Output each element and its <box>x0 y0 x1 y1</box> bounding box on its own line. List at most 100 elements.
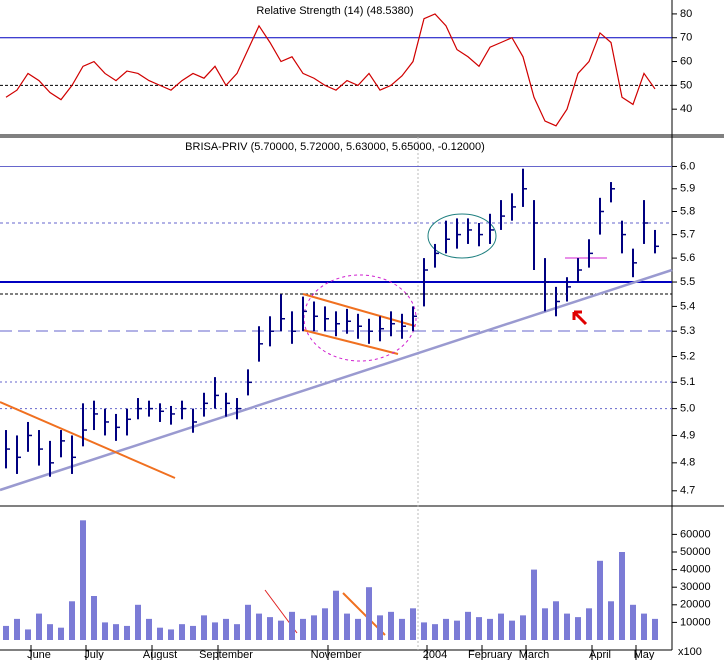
arrow <box>572 310 588 326</box>
y-tick-label: 70 <box>680 32 692 44</box>
chart-title: BRISA-PRIV (5.70000, 5.72000, 5.63000, 5… <box>185 141 485 153</box>
volume-bar <box>223 618 229 640</box>
y-tick-label: 5.2 <box>680 350 695 362</box>
volume-bar <box>146 618 152 640</box>
x-tick-label: August <box>143 649 177 660</box>
y-tick-label: 5.1 <box>680 376 695 388</box>
x-tick-label: March <box>519 649 550 660</box>
x-tick-label: September <box>199 649 253 660</box>
volume-bar <box>157 627 163 640</box>
volume-bar <box>597 560 603 640</box>
volume-bar <box>509 620 515 640</box>
y-tick-label: 4.9 <box>680 429 695 441</box>
highlight-ellipse <box>303 274 417 362</box>
x-tick-label: June <box>27 649 51 660</box>
y-tick-label: 5.5 <box>680 276 695 288</box>
volume-bar <box>531 569 537 640</box>
volume-bar <box>564 613 570 640</box>
y-tick-label: 40000 <box>680 564 711 576</box>
volume-bar <box>179 624 185 640</box>
volume-bar <box>69 601 75 640</box>
volume-bar <box>619 552 625 640</box>
volume-bar <box>289 611 295 640</box>
volume-bar <box>641 613 647 640</box>
volume-bar <box>168 629 174 640</box>
volume-bar <box>399 618 405 640</box>
channel-line <box>302 329 399 355</box>
x-tick-label: February <box>468 649 513 660</box>
volume-bar <box>410 608 416 640</box>
y-tick-label: 5.4 <box>680 300 695 312</box>
volume-bar <box>465 611 471 640</box>
x-tick-label: May <box>634 649 655 660</box>
volume-bar <box>520 615 526 640</box>
volume-bar <box>58 627 64 640</box>
volume-bar <box>80 520 86 640</box>
y-tick-label: 5.6 <box>680 252 695 264</box>
volume-bar <box>542 608 548 640</box>
volume-bar <box>355 618 361 640</box>
y-tick-label: 50000 <box>680 546 711 558</box>
y-tick-label: 6.0 <box>680 160 695 172</box>
unit-label: x100 <box>678 646 702 658</box>
y-tick-label: 5.0 <box>680 403 695 415</box>
x-tick-label: 2004 <box>423 649 447 660</box>
y-tick-label: 60 <box>680 55 692 67</box>
volume-bar <box>388 611 394 640</box>
volume-bar <box>300 618 306 640</box>
volume-bar <box>487 618 493 640</box>
volume-bar <box>443 618 449 640</box>
rsi-line <box>5 13 656 127</box>
highlight-ellipse <box>427 213 497 259</box>
volume-bar <box>377 615 383 640</box>
volume-bar <box>14 618 20 640</box>
trend-line <box>0 401 176 479</box>
volume-bar <box>190 625 196 640</box>
y-tick-label: 5.8 <box>680 205 695 217</box>
y-tick-label: 4.8 <box>680 457 695 469</box>
trend-line <box>0 268 673 492</box>
volume-bar <box>476 617 482 640</box>
y-tick-label: 10000 <box>680 616 711 628</box>
volume-bar <box>366 587 372 640</box>
volume-bar <box>212 622 218 640</box>
y-tick-label: 5.3 <box>680 325 695 337</box>
x-tick-label: July <box>84 649 104 660</box>
volume-bar <box>553 601 559 640</box>
volume-bar <box>267 617 273 640</box>
channel-line <box>302 293 416 327</box>
volume-bar <box>36 613 42 640</box>
chart-title: Relative Strength (14) (48.5380) <box>256 5 413 17</box>
volume-bar <box>421 622 427 640</box>
y-tick-label: 4.7 <box>680 485 695 497</box>
volume-bar <box>234 624 240 640</box>
volume-bar <box>630 604 636 640</box>
y-tick-label: 80 <box>680 8 692 20</box>
y-tick-label: 20000 <box>680 599 711 611</box>
y-tick-label: 30000 <box>680 581 711 593</box>
volume-bar <box>102 622 108 640</box>
volume-bar <box>256 613 262 640</box>
volume-bar <box>124 625 130 640</box>
volume-bar <box>322 608 328 640</box>
volume-bar <box>608 601 614 640</box>
x-tick-label: April <box>589 649 611 660</box>
volume-bar <box>245 604 251 640</box>
volume-bar <box>3 625 9 640</box>
volume-bar <box>344 613 350 640</box>
volume-bar <box>91 596 97 640</box>
y-tick-label: 40 <box>680 103 692 115</box>
x-tick-label: November <box>311 649 362 660</box>
volume-bar <box>278 620 284 640</box>
volume-bar <box>113 624 119 640</box>
volume-bar <box>201 615 207 640</box>
volume-bar <box>432 624 438 640</box>
y-tick-label: 5.9 <box>680 183 695 195</box>
y-tick-label: 50 <box>680 79 692 91</box>
volume-bar <box>652 618 658 640</box>
volume-bar <box>47 624 53 640</box>
volume-bar <box>498 613 504 640</box>
volume-bar <box>333 590 339 640</box>
